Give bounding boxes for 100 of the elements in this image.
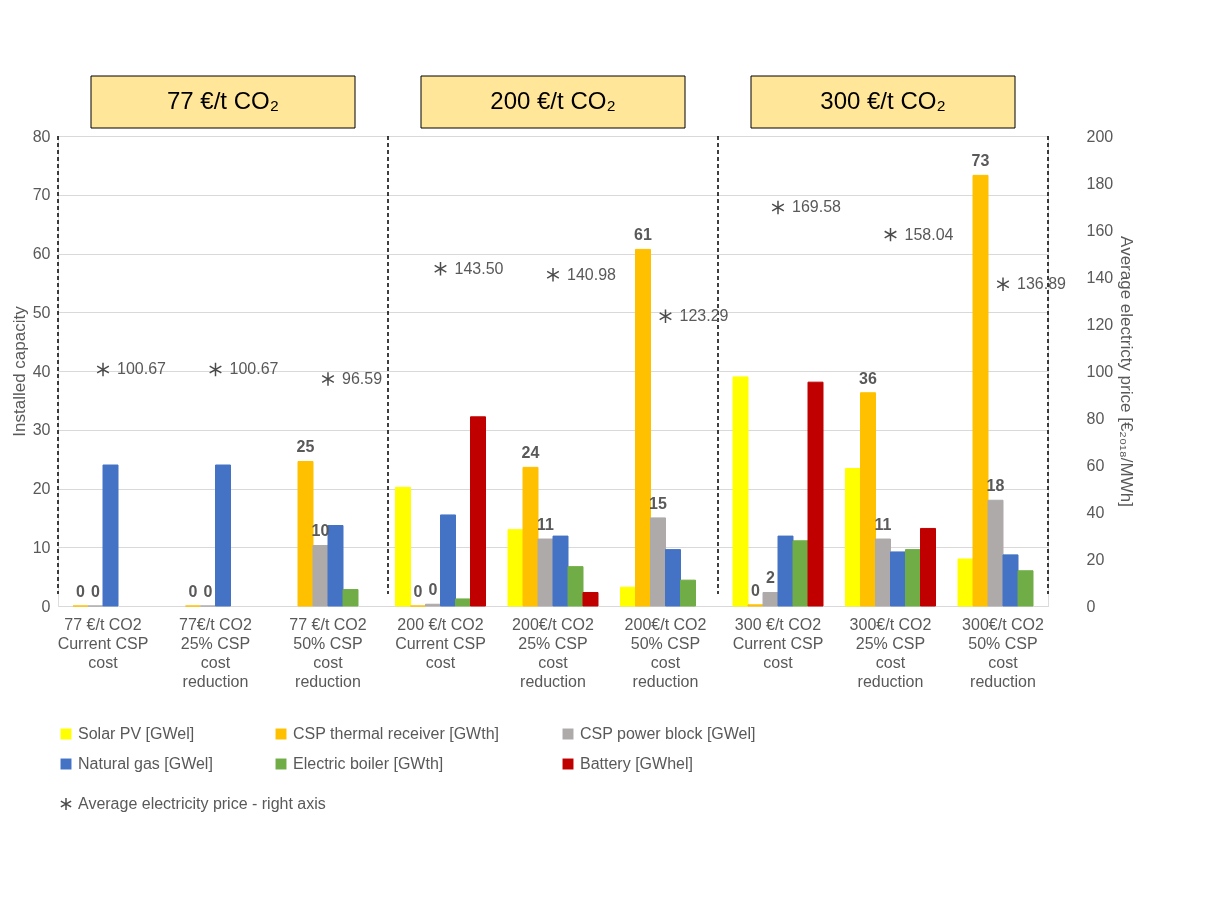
x-tick-label: 77€/t CO2 25% CSP cost reduction <box>179 615 253 690</box>
bar <box>312 544 329 607</box>
bar <box>102 464 119 607</box>
y2-tick-label: 0 <box>1086 597 1096 615</box>
bar <box>342 589 359 607</box>
data-label: 0 <box>91 583 101 600</box>
bar <box>920 527 936 607</box>
bar <box>635 248 651 607</box>
bar <box>567 566 584 607</box>
y2-tick-label: 120 <box>1086 315 1114 333</box>
data-label: 0 <box>413 583 423 600</box>
point <box>658 308 673 324</box>
data-label: 0 <box>76 583 86 600</box>
legend-label: CSP power block [GWel] <box>580 725 756 742</box>
x-tick-label: 200 €/t CO2 Current CSP cost <box>395 615 486 671</box>
point <box>433 261 448 277</box>
data-label: 24 <box>521 444 540 462</box>
text: 300 €/t CO₂ <box>820 87 946 114</box>
data-label: 25 <box>296 438 315 456</box>
x-tick-label: 77 €/t CO2 50% CSP cost reduction <box>289 615 367 690</box>
data-label: 96.59 <box>342 370 383 388</box>
x-tick-label: 200€/t CO2 25% CSP cost reduction <box>512 615 595 690</box>
bar <box>1017 570 1034 607</box>
bar <box>507 529 524 607</box>
legend-label: Average electricity price - right axis <box>78 795 326 812</box>
x-tick-label: 77 €/t CO2 Current CSP cost <box>57 615 149 671</box>
bar <box>792 540 809 607</box>
point <box>321 371 335 387</box>
y2-tick-label: 80 <box>1086 409 1105 427</box>
point <box>96 361 110 377</box>
data-label: 100.67 <box>229 360 279 378</box>
y-tick-label: 70 <box>32 186 51 204</box>
y-tick-label: 60 <box>32 245 51 262</box>
legend-label: CSP thermal receiver [GWth] <box>293 725 499 742</box>
y2-tick-label: 200 <box>1086 127 1114 145</box>
y-tick-label: 10 <box>32 538 51 556</box>
bar <box>470 416 486 607</box>
bar <box>215 464 231 607</box>
data-label: 36 <box>859 369 877 387</box>
bar <box>327 525 344 607</box>
bar <box>860 392 876 607</box>
point <box>771 200 785 215</box>
y2-tick-label: 180 <box>1086 174 1114 192</box>
y-tick-label: 40 <box>32 362 51 380</box>
data-label: 2 <box>766 569 776 587</box>
data-label: 143.50 <box>454 259 504 277</box>
bar <box>582 591 599 607</box>
data-label: 136.89 <box>1017 275 1067 293</box>
point <box>996 276 1010 292</box>
y2-tick-label: 20 <box>1086 550 1105 568</box>
y-axis-title: Installed capacity <box>9 305 29 437</box>
data-label: 0 <box>751 581 761 599</box>
bar <box>987 499 1004 607</box>
data-label: 0 <box>203 583 213 600</box>
legend-label: Solar PV [GWel] <box>78 725 195 742</box>
bar <box>762 591 779 607</box>
bar <box>957 558 974 607</box>
bar <box>972 174 989 607</box>
bar <box>1002 554 1019 607</box>
bar <box>440 514 456 607</box>
y2-tick-label: 160 <box>1086 221 1114 239</box>
y-tick-label: 30 <box>32 421 51 439</box>
bar <box>455 598 471 607</box>
bar <box>875 538 891 607</box>
y-tick-label: 20 <box>32 480 51 497</box>
bar <box>395 486 411 607</box>
data-label: 158.04 <box>904 225 954 243</box>
bar <box>537 538 554 607</box>
bar <box>845 468 861 607</box>
y2-tick-label: 40 <box>1086 503 1105 521</box>
x-tick-label: 300€/t CO2 50% CSP cost reduction <box>962 615 1045 690</box>
y2-tick-label: 100 <box>1086 362 1114 380</box>
bar <box>807 381 824 607</box>
x-tick-label: 300€/t CO2 25% CSP cost reduction <box>849 615 932 690</box>
x-tick-label: 300 €/t CO2 Current CSP cost <box>732 615 824 671</box>
data-label: 0 <box>428 581 438 599</box>
bar <box>732 376 749 607</box>
x-tick-label: 200€/t CO2 50% CSP cost reduction <box>624 615 707 690</box>
y-tick-label: 0 <box>41 597 51 615</box>
legend-label: Natural gas [GWel] <box>78 755 213 772</box>
text: 77 €/t CO₂ <box>166 87 280 114</box>
data-label: 100.67 <box>117 360 167 378</box>
bar <box>777 535 794 607</box>
bar <box>890 551 906 607</box>
legend-label: Battery [GWhel] <box>580 755 693 772</box>
text: 200 €/t CO₂ <box>490 87 616 114</box>
point <box>883 227 898 243</box>
point <box>546 267 560 283</box>
bar <box>297 460 314 607</box>
y-tick-label: 80 <box>32 127 51 145</box>
data-label: 73 <box>971 152 990 170</box>
bar <box>522 466 539 607</box>
bar <box>650 517 666 607</box>
point <box>208 361 223 377</box>
bar <box>905 549 921 607</box>
bar <box>620 586 636 607</box>
data-label: 0 <box>188 583 198 600</box>
y2-tick-label: 140 <box>1086 268 1114 286</box>
bar <box>552 535 569 607</box>
y2-tick-label: 60 <box>1086 456 1105 474</box>
